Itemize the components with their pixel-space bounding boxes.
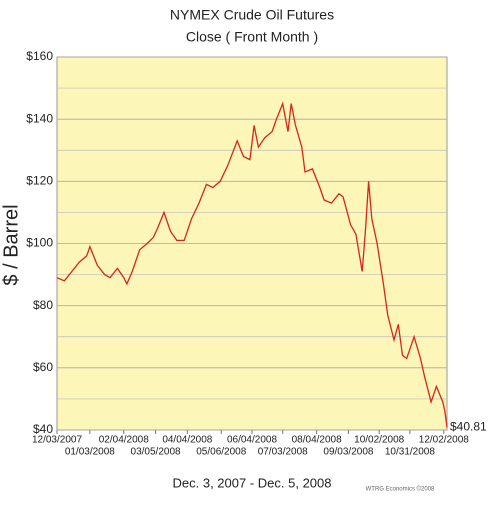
x-tick-label: 04/04/2008 — [162, 435, 212, 446]
x-tick-label: 10/31/2008 — [385, 447, 435, 458]
y-tick-label: $160 — [26, 49, 53, 63]
x-tick-label: 07/03/2008 — [258, 447, 308, 458]
x-tick-label: 03/05/2008 — [131, 447, 181, 458]
y-tick-label: $120 — [26, 174, 53, 188]
y-tick-label: $40 — [33, 422, 53, 436]
x-tick-label: 05/06/2008 — [196, 447, 246, 458]
x-axis-title: Dec. 3, 2007 - Dec. 5, 2008 — [173, 475, 332, 490]
y-tick-label: $100 — [26, 236, 53, 250]
x-tick-label: 12/02/2008 — [419, 435, 469, 446]
x-tick-label: 10/02/2008 — [354, 435, 404, 446]
y-tick-label: $60 — [33, 360, 53, 374]
end-value-label: $40.81 — [450, 420, 487, 434]
y-tick-label: $80 — [33, 298, 53, 312]
x-tick-label: 12/03/2007 — [32, 435, 82, 446]
x-tick-label: 08/04/2008 — [292, 435, 342, 446]
chart-subtitle: Close ( Front Month ) — [186, 29, 318, 45]
y-tick-label: $140 — [26, 111, 53, 125]
credit: WTRG Economics ©2008 — [366, 486, 435, 493]
chart-title: NYMEX Crude Oil Futures — [170, 7, 334, 23]
x-tick-label: 01/03/2008 — [65, 447, 115, 458]
y-axis-title: $ / Barrel — [0, 204, 22, 285]
x-tick-label: 09/03/2008 — [323, 447, 373, 458]
x-tick-label: 06/04/2008 — [227, 435, 277, 446]
price-line — [56, 101, 448, 428]
x-tick-label: 02/04/2008 — [99, 435, 149, 446]
